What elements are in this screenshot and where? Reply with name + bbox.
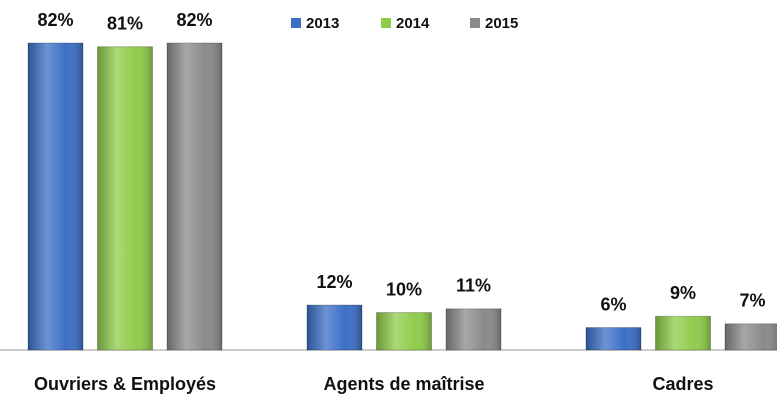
bar-shine [307, 305, 362, 350]
data-label: 10% [386, 279, 422, 299]
data-label: 12% [316, 272, 352, 292]
x-tick-label: Agents de maîtrise [323, 374, 484, 394]
bar-shine [725, 323, 777, 350]
legend-swatch [381, 18, 391, 28]
legend-label: 2013 [306, 15, 339, 32]
data-label: 7% [739, 291, 765, 311]
legend-label: 2015 [485, 15, 518, 32]
bar-shine [446, 308, 501, 350]
bar-shine [97, 46, 153, 351]
bar-shine [167, 43, 222, 350]
x-tick-label: Cadres [652, 374, 713, 394]
legend-swatch [291, 18, 301, 28]
bar-shine [376, 312, 432, 350]
data-label: 82% [176, 10, 212, 30]
legend-swatch [470, 18, 480, 28]
bar-shine [655, 316, 711, 350]
data-label: 82% [37, 10, 73, 30]
data-label: 11% [456, 276, 491, 296]
data-label: 6% [600, 294, 626, 314]
data-label: 9% [670, 283, 696, 303]
data-label: 81% [107, 13, 143, 33]
x-tick-label: Ouvriers & Employés [34, 374, 216, 394]
legend-label: 2014 [396, 15, 430, 32]
bar-shine [586, 327, 641, 350]
bar-shine [28, 43, 83, 350]
